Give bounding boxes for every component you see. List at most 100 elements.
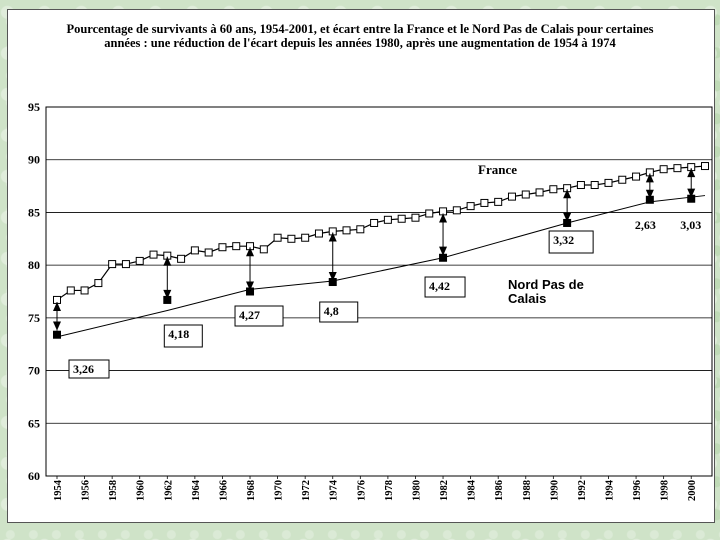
gap-arrow-down [328,271,337,281]
france-point [549,185,558,194]
plot-area [45,106,713,477]
gap-label: 4,42 [429,279,450,293]
x-tick-label: 1984 [467,479,478,501]
gap-arrow-up [439,213,448,223]
x-tick-label: 1978 [384,480,395,501]
france-point [232,242,241,251]
y-tick-label: 70 [28,364,40,378]
france-point [149,250,158,259]
gap-label-box [163,324,203,348]
npdc-point [687,194,696,203]
gap-arrow-up [645,173,654,183]
france-point [632,172,641,181]
france-point [273,233,282,242]
france-point [80,286,89,295]
france-point [94,279,103,288]
y-tick-label: 90 [28,153,40,167]
france-point [259,245,268,254]
y-tick-label: 60 [28,469,40,483]
france-point [507,192,516,201]
x-tick-label: 1998 [660,480,671,501]
gap-arrow-down [687,188,696,198]
gap-arrow-up [687,168,696,178]
france-point [466,202,475,211]
npdc-point [53,330,61,339]
x-tick-label: 1954 [53,479,64,501]
npdc-point [328,278,337,287]
x-tick-label: 1996 [632,480,643,501]
france-point [108,260,117,269]
y-tick-label: 80 [28,258,40,272]
gap-label: 2,63 [635,218,656,232]
npdc-label-line2: Calais [508,291,546,306]
gap-label-box [68,359,110,379]
france-point [383,215,392,224]
france-point [397,214,406,223]
trend-line [56,195,706,338]
x-tick-label: 1974 [329,479,340,501]
france-point [494,197,503,206]
france-point [218,243,227,252]
gap-label: 3,26 [73,362,94,376]
france-point [521,190,530,199]
y-tick-label: 95 [28,100,40,114]
france-point [425,209,434,218]
gap-label-box [319,301,359,323]
gap-arrow-up [163,256,172,266]
france-point [135,256,144,265]
gap-label: 4,8 [324,304,339,318]
npdc-point [246,287,255,296]
france-point [659,165,668,174]
npdc-point [563,218,572,227]
france-point [287,234,296,243]
gap-label: 3,03 [680,218,701,232]
gap-arrow-down [246,281,255,291]
x-tick-label: 1988 [522,480,533,501]
france-point [618,175,627,184]
x-tick-label: 1980 [411,480,422,501]
x-tick-label: 1992 [577,480,588,501]
gap-label-box [234,305,284,327]
france-label: France [478,162,517,177]
y-axis: 60 65 70 75 80 85 90 95 [28,100,40,483]
x-tick-label: 1976 [356,480,367,501]
gap-arrow-down [163,289,172,299]
france-point [177,254,186,263]
gap-arrow-down [439,246,448,256]
france-point [370,218,379,227]
gap-arrow-up [246,247,255,257]
x-tick-label: 1986 [494,480,505,501]
france-point [535,188,544,197]
france-point [411,213,420,222]
france-point [301,233,310,242]
x-tick-label: 1982 [439,480,450,501]
france-point [480,198,489,207]
chart-title: Pourcentage de survivants à 60 ans, 1954… [66,22,654,50]
france-point [190,246,199,255]
y-tick-label: 65 [28,416,40,430]
x-tick-label: 1960 [136,480,147,501]
gap-arrows: 3,26 4,18 4,27 4,8 4,42 3,32 2,63 3,03 [53,168,701,379]
x-tick-label: 1972 [301,480,312,501]
npdc-point [439,253,448,262]
france-point [604,178,613,187]
npdc-point [645,195,654,204]
gap-arrow-down [563,212,572,222]
france-point [673,164,682,173]
france-point [204,248,213,257]
gap-label-box [424,276,466,298]
france-point [576,181,585,190]
x-tick-label: 1964 [191,479,202,501]
x-tick-label: 1994 [604,479,615,501]
x-tick-label: 1962 [163,480,174,501]
x-tick-label: 1970 [274,480,285,501]
x-axis: 1954 1956 1958 1960 1962 1964 1966 1968 1970 1972… [53,476,698,501]
gap-arrow-up [53,302,61,312]
grid-lines [46,159,712,424]
france-point [701,162,709,171]
npdc-point [163,295,172,304]
gap-label-box [548,230,594,254]
y-tick-label: 75 [28,311,40,325]
france-point [66,286,75,295]
